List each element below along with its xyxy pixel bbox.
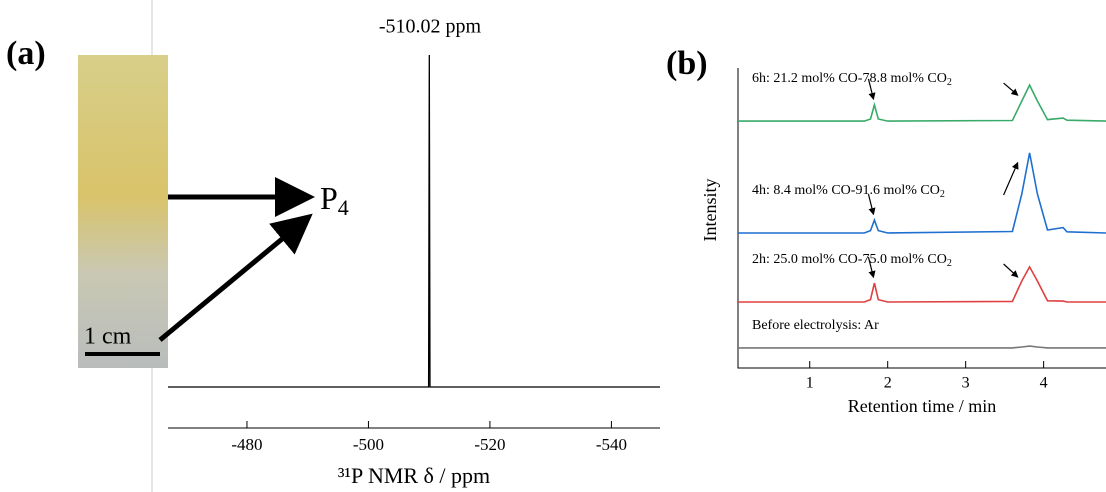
x-tick-label: 3	[962, 375, 970, 392]
species-sub: 4	[338, 195, 349, 220]
annotation-text: 2h: 25.0 mol% CO-75.0 mol% CO	[752, 252, 947, 267]
x-tick-label: -480	[231, 435, 262, 454]
arrow	[158, 213, 313, 342]
pointer	[1003, 82, 1019, 96]
x-tick-label: 2	[884, 375, 892, 392]
axis-frame	[737, 68, 1106, 369]
annotation: Before electrolysis: Ar	[752, 318, 879, 333]
annotation-text: 4h: 8.4 mol% CO-91.6 mol% CO	[752, 183, 940, 198]
series-line	[168, 54, 660, 388]
annotation-sub: 2	[947, 258, 952, 269]
annotation: 4h: 8.4 mol% CO-91.6 mol% CO2	[752, 183, 945, 200]
annotation-text: 6h: 21.2 mol% CO-78.8 mol% CO	[752, 71, 947, 86]
pointer	[867, 256, 876, 279]
x-tick-label: 1	[806, 375, 814, 392]
panel-label: (b)	[666, 45, 708, 82]
series-line	[738, 265, 1106, 303]
x-tick-label: -540	[596, 435, 627, 454]
x-axis-label: ³¹P NMR δ / ppm	[338, 463, 490, 488]
series-line	[738, 345, 1106, 349]
annotation: 6h: 21.2 mol% CO-78.8 mol% CO2	[752, 71, 952, 88]
x-axis-label: Retention time / min	[848, 396, 996, 416]
series-line	[738, 83, 1106, 122]
pointer	[867, 193, 876, 216]
pointer	[867, 78, 876, 101]
pointer	[1003, 161, 1019, 196]
annotation-sub: 2	[940, 189, 945, 200]
x-tick-label: -520	[474, 435, 505, 454]
series-line	[738, 152, 1106, 234]
species-label: P4	[320, 180, 349, 220]
annotation: -510.02 ppm	[379, 16, 482, 38]
annotation-sub: 2	[947, 77, 952, 88]
annotation: 2h: 25.0 mol% CO-75.0 mol% CO2	[752, 252, 952, 269]
panel-label: (a)	[6, 35, 46, 72]
annotation-text: Before electrolysis: Ar	[752, 318, 879, 333]
y-axis-label: Intensity	[700, 179, 720, 242]
pointer	[1003, 263, 1019, 278]
x-tick-label: -500	[353, 435, 384, 454]
species: P	[320, 180, 338, 216]
x-tick-label: 4	[1040, 375, 1048, 392]
photo	[78, 55, 168, 368]
scale-label: 1 cm	[84, 324, 132, 350]
